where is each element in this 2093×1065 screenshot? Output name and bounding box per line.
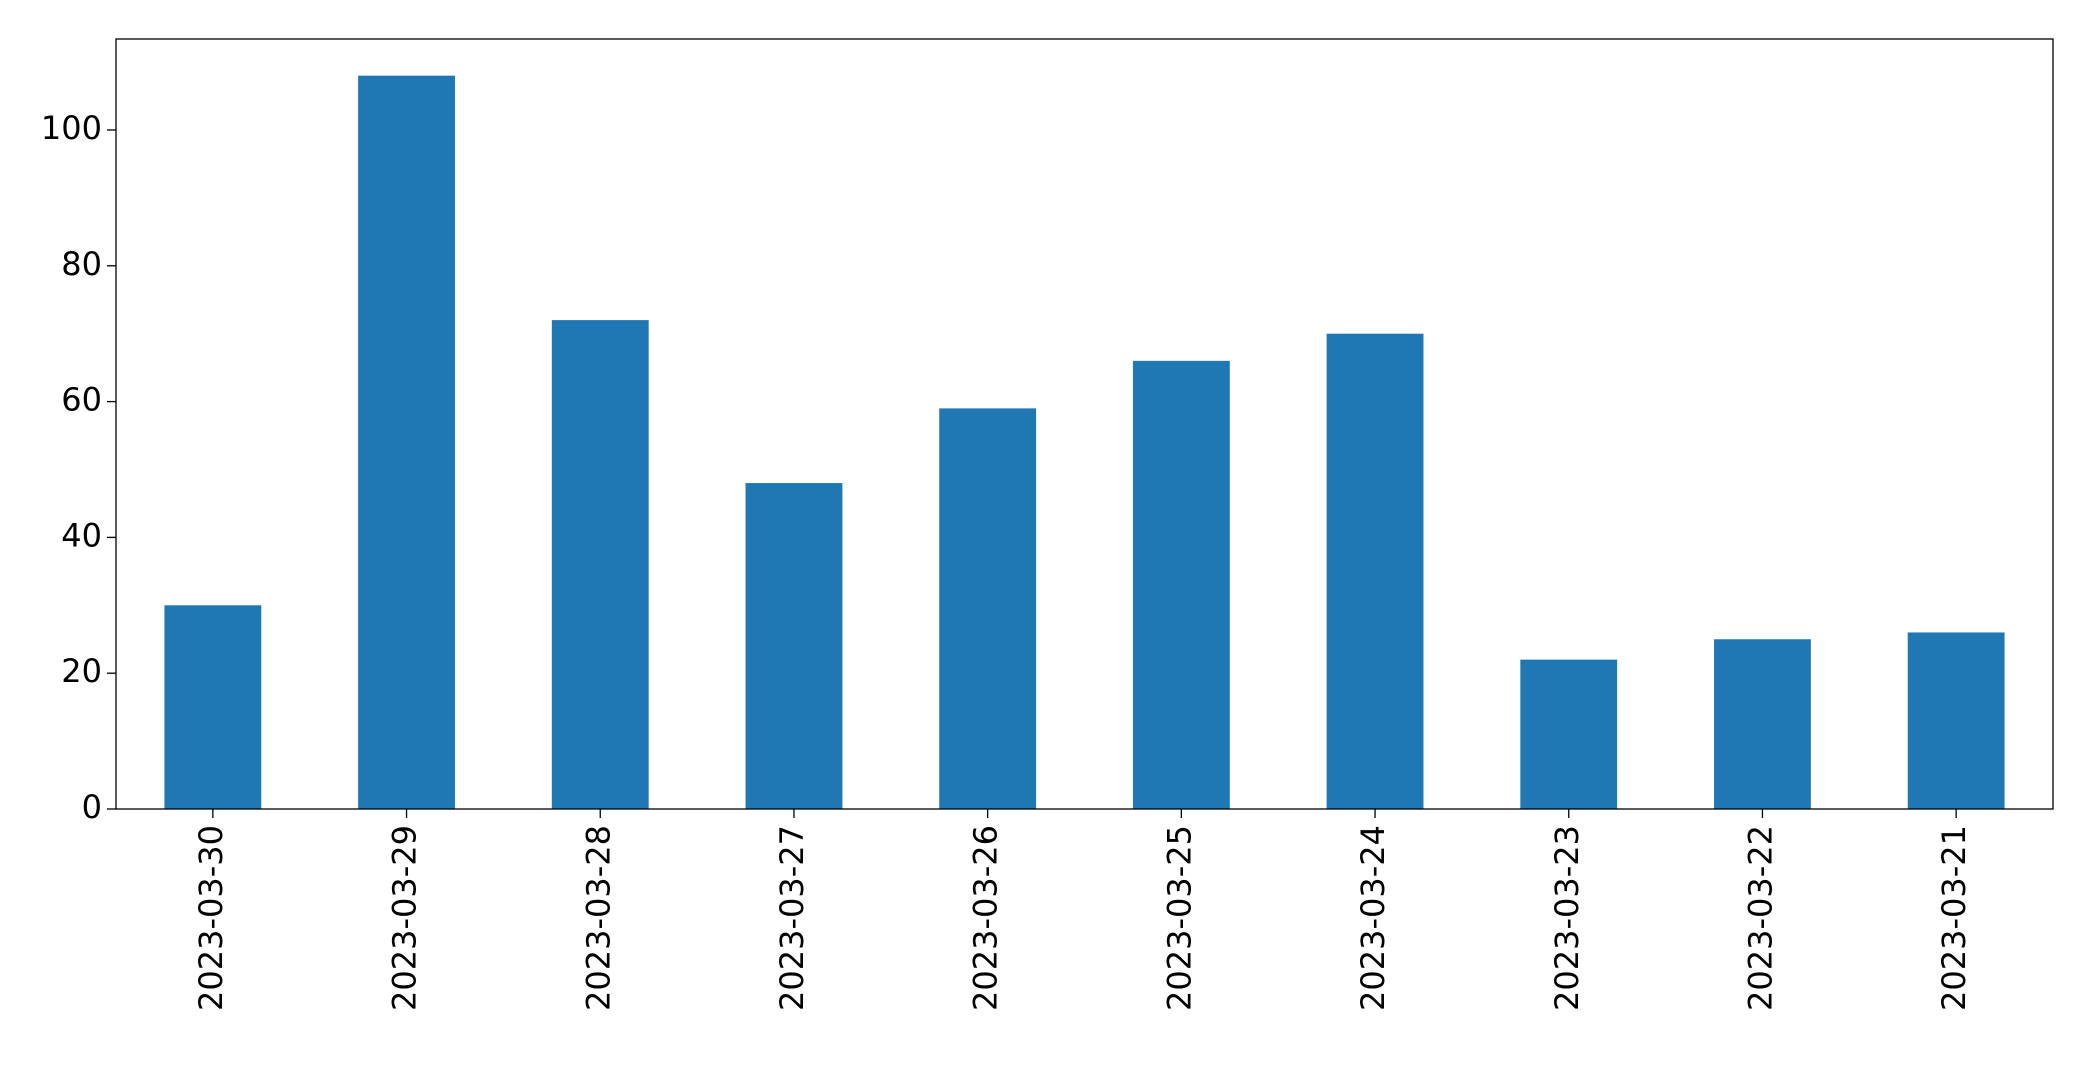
bar <box>745 483 843 809</box>
y-tick-label: 20 <box>61 652 102 690</box>
bar <box>1132 360 1230 809</box>
x-tick-label: 2023-03-25 <box>1160 825 1198 1011</box>
bar <box>1714 639 1811 809</box>
y-tick-label: 80 <box>61 245 102 283</box>
bar <box>358 75 455 809</box>
x-tick-label: 2023-03-26 <box>967 825 1005 1011</box>
bar <box>939 408 1037 809</box>
x-tick-label: 2023-03-21 <box>1935 825 1973 1011</box>
y-tick-label: 0 <box>82 788 102 826</box>
bar <box>1520 659 1618 809</box>
x-tick-label: 2023-03-22 <box>1741 825 1779 1011</box>
bar <box>1326 333 1424 809</box>
bar <box>551 320 649 809</box>
x-tick-label: 2023-03-28 <box>579 825 617 1011</box>
y-tick-label: 40 <box>61 516 102 554</box>
x-tick-label: 2023-03-29 <box>386 825 424 1011</box>
x-tick-label: 2023-03-23 <box>1548 825 1586 1011</box>
x-tick-label: 2023-03-30 <box>192 825 230 1011</box>
y-tick-label: 100 <box>41 109 102 147</box>
x-tick-label: 2023-03-27 <box>773 825 811 1011</box>
x-tick-label: 2023-03-24 <box>1354 825 1392 1011</box>
bar <box>164 605 262 809</box>
y-tick-label: 60 <box>61 381 102 419</box>
plot-frame <box>115 38 2054 810</box>
bar <box>1907 632 2005 809</box>
